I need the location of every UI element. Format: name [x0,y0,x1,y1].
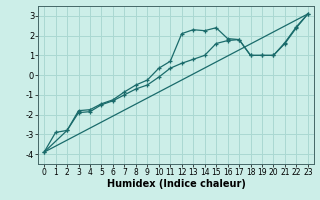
X-axis label: Humidex (Indice chaleur): Humidex (Indice chaleur) [107,179,245,189]
